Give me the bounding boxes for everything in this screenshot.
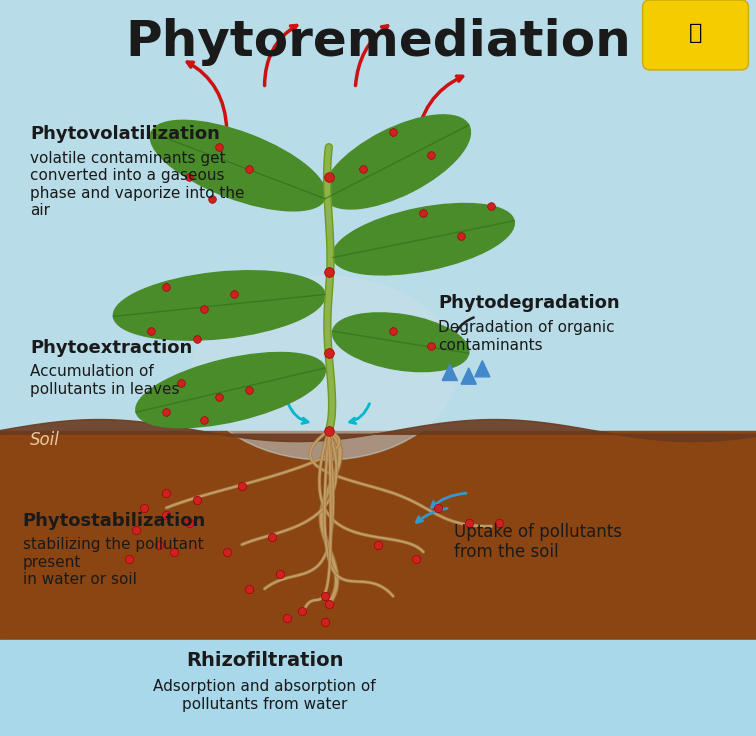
Text: Soil: Soil [30, 431, 60, 448]
Text: volatile contaminants get
converted into a gaseous
phase and vaporize into the
a: volatile contaminants get converted into… [30, 151, 245, 218]
Ellipse shape [324, 115, 470, 209]
Text: Phytoremediation: Phytoremediation [125, 18, 631, 66]
Ellipse shape [113, 271, 325, 340]
Text: Accumulation of
pollutants in leaves: Accumulation of pollutants in leaves [30, 364, 180, 397]
Bar [0, 640, 756, 736]
FancyBboxPatch shape [643, 0, 748, 70]
Polygon shape [475, 361, 490, 377]
Ellipse shape [136, 353, 325, 428]
Text: Rhizofiltration: Rhizofiltration [186, 651, 343, 670]
Polygon shape [442, 364, 457, 381]
Text: Phytodegradation: Phytodegradation [438, 294, 620, 312]
Ellipse shape [333, 313, 469, 372]
Text: Phytostabilization: Phytostabilization [23, 512, 206, 529]
Ellipse shape [150, 121, 326, 210]
Text: Phytoextraction: Phytoextraction [30, 339, 193, 356]
Ellipse shape [193, 276, 457, 460]
Polygon shape [461, 368, 476, 384]
Bar [0, 431, 756, 640]
Text: Uptake of pollutants
from the soil: Uptake of pollutants from the soil [454, 523, 621, 562]
Text: Adsorption and absorption of
pollutants from water: Adsorption and absorption of pollutants … [153, 679, 376, 712]
Text: Degradation of organic
contaminants: Degradation of organic contaminants [438, 320, 615, 353]
Text: 🌿: 🌿 [689, 23, 702, 43]
Ellipse shape [333, 203, 514, 275]
Text: stabilizing the pollutant
present
in water or soil: stabilizing the pollutant present in wat… [23, 537, 203, 587]
Bar [0, 0, 756, 431]
Text: Phytovolatilization: Phytovolatilization [30, 125, 220, 143]
